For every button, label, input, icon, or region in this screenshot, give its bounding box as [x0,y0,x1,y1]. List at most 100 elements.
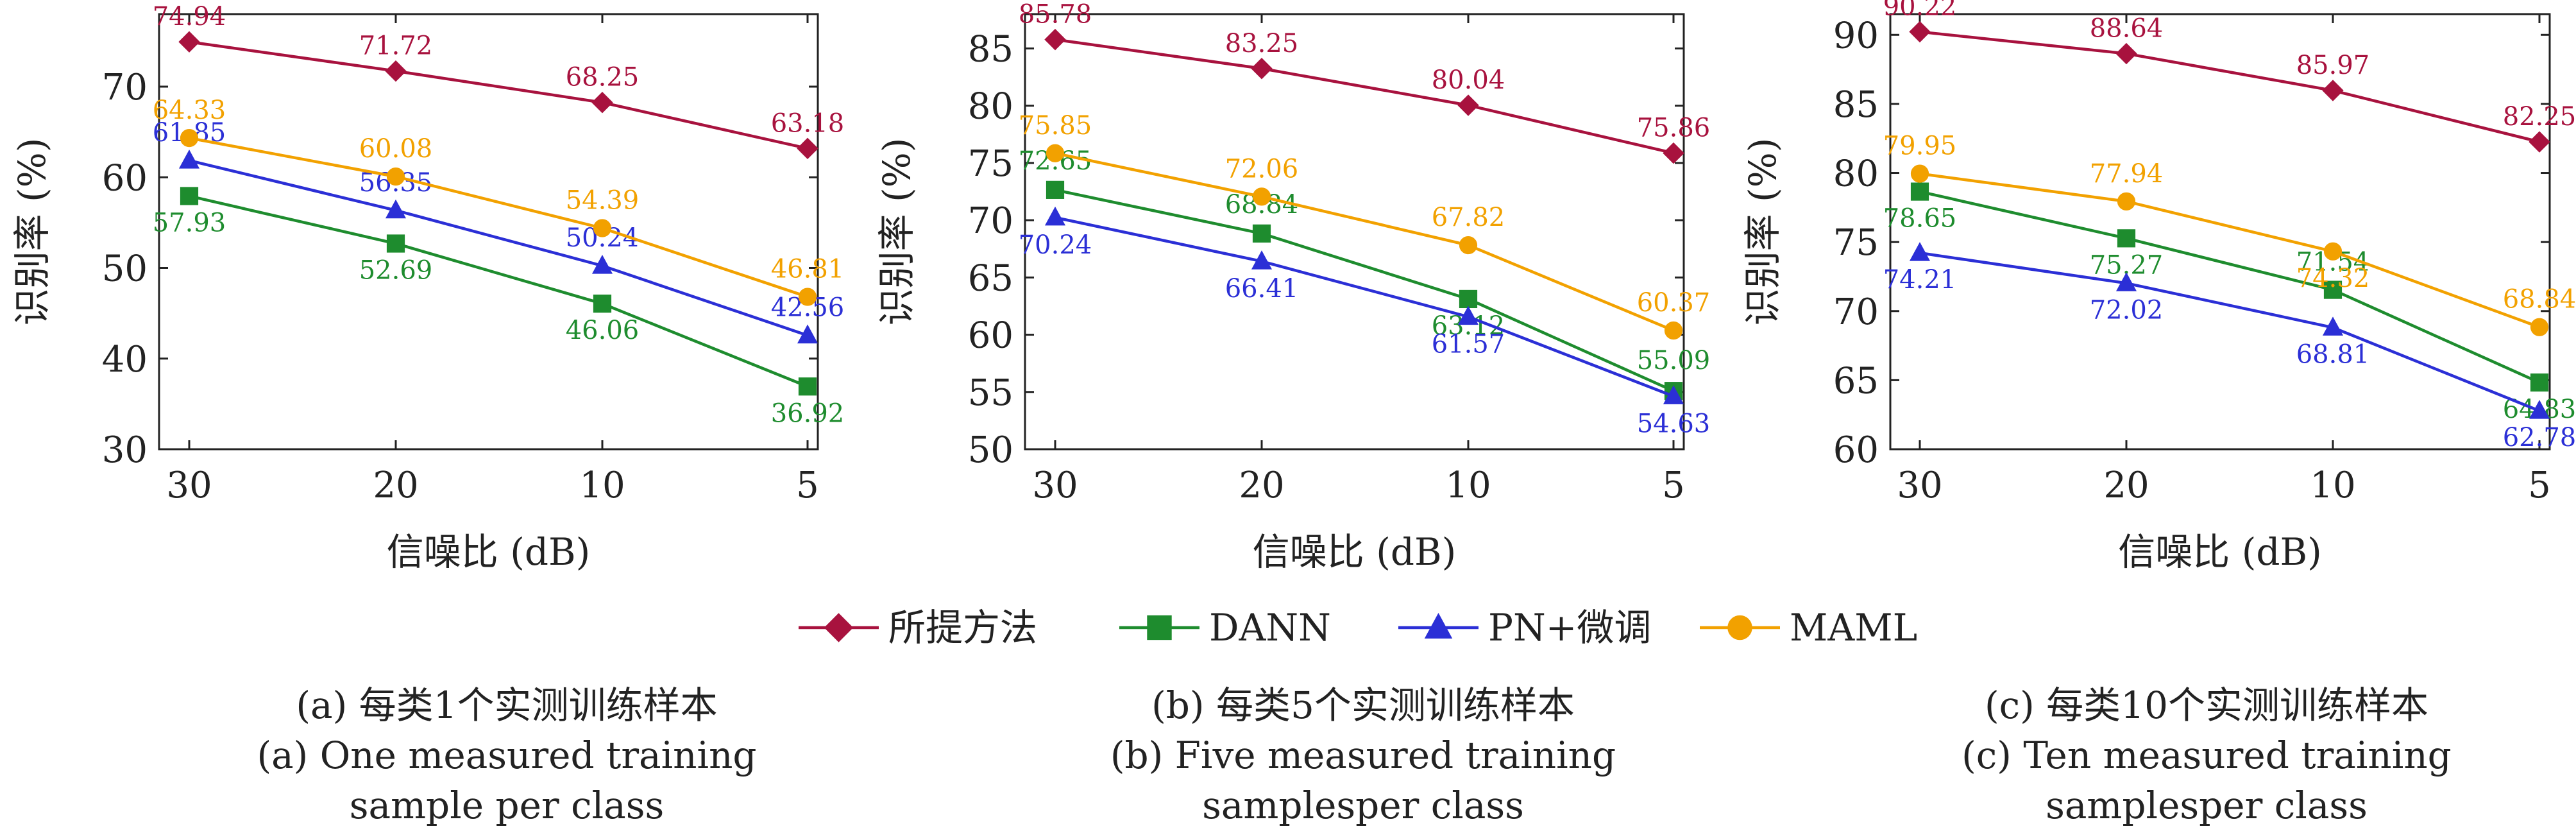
data-label: 68.81 [2296,339,2370,369]
data-label: 90.22 [1883,0,1957,22]
y-tick-label: 60 [102,157,148,199]
data-label: 64.33 [153,96,226,125]
series-1: 57.93 52.69 46.06 36.92 [153,187,845,428]
legend-marker [824,613,854,642]
caption-a-cn: (a) 每类1个实测训练样本 [296,683,718,727]
series-2: 70.24 66.41 61.57 54.63 [1019,206,1711,438]
series-line [189,194,808,388]
data-label: 70.24 [1019,230,1092,260]
series-3: 79.95 77.94 74.32 68.84 [1883,132,2576,336]
data-point [178,31,200,53]
data-label: 57.93 [153,208,226,237]
data-label: 36.92 [771,399,845,428]
series-line [1055,216,1674,398]
series-2: 74.21 72.02 68.81 62.78 [1883,242,2576,452]
data-point [1457,305,1479,325]
data-point [591,92,613,114]
caption-c-cn: (c) 每类10个实测训练样本 [1985,683,2428,727]
y-tick-label: 40 [102,339,148,381]
y-tick-label: 70 [968,200,1013,242]
series-0: 74.94 71.72 68.25 63.18 [153,2,845,160]
data-label: 75.85 [1019,111,1092,141]
x-tick-label: 5 [796,465,819,506]
data-label: 54.63 [1637,409,1711,438]
legend-label: MAML [1790,606,1917,649]
data-label: 63.18 [771,108,845,138]
data-label: 72.02 [2090,295,2164,325]
chart-panel-c: 60 65 70 75 80 85 90 30 20 10 5 信噪比 (dB) 识别率 (%) 90.2… [1741,0,2576,574]
data-point [2322,316,2344,336]
data-point [797,324,818,344]
data-point [180,128,199,148]
y-tick-label: 50 [102,248,148,290]
caption-c: (c) 每类10个实测训练样本 (c) Ten measured trainin… [1847,680,2566,830]
x-axis-title: 信噪比 (dB) [1253,530,1456,574]
data-point [385,60,407,82]
legend: 所提方法 DANN PN+微调 MAML [799,606,1917,649]
series-line [1055,188,1674,393]
data-label: 46.81 [771,255,845,284]
data-point [1663,142,1684,164]
x-tick-label: 30 [1032,465,1078,506]
data-label: 74.94 [153,2,226,31]
data-point [2530,373,2549,392]
x-axis-title: 信噪比 (dB) [387,530,590,574]
series-0: 90.22 88.64 85.97 82.25 [1883,0,2576,153]
caption-b-cn: (b) 每类5个实测训练样本 [1151,683,1575,727]
caption-b-en-1: (b) Five measured training [1110,734,1616,777]
data-point [2322,80,2344,101]
data-point [591,255,613,274]
caption-b: (b) 每类5个实测训练样本 (b) Five measured trainin… [978,680,1748,830]
series-line [1919,190,2540,384]
legend-marker [1727,615,1752,640]
data-point [2529,400,2550,419]
data-point [2529,131,2550,153]
data-point [1251,58,1273,80]
data-point [1909,242,1931,261]
data-point [2117,229,2136,248]
data-label: 75.86 [1637,114,1711,143]
data-label: 66.41 [1225,274,1299,304]
data-point [385,199,407,219]
y-tick-label: 65 [1833,360,1879,402]
x-tick-label: 30 [1897,465,1942,506]
data-label: 62.78 [2503,423,2576,452]
legend-item-1: DANN [1119,606,1331,649]
plot-frame [1024,13,1685,451]
y-axis-title: 识别率 (%) [875,138,919,326]
data-label: 71.72 [359,31,433,61]
data-point [180,187,199,205]
chart-panel-b: 50 55 60 65 70 75 80 85 30 20 10 5 信噪比 (dB) 识别率 (%) 85… [875,0,1710,574]
y-tick-label: 55 [968,372,1013,414]
x-tick-label: 20 [1239,465,1284,506]
series-line [1919,251,2540,413]
data-label: 52.69 [359,256,433,286]
legend-item-0: 所提方法 [799,606,1037,649]
series-line [1055,151,1674,332]
data-label: 78.65 [1883,204,1957,234]
legend-label: DANN [1209,606,1331,649]
chart-panel-a: 30 40 50 60 70 30 20 10 5 信噪比 (dB) 识别率 (%) 74.94 71.… [10,2,844,574]
legend-item-2: PN+微调 [1398,606,1651,649]
caption-c-en-2: samplesper class [2046,784,2368,827]
y-tick-label: 60 [1833,429,1879,471]
data-label: 88.64 [2090,14,2164,44]
series-line [1055,38,1674,155]
data-point [1251,250,1273,270]
data-label: 67.82 [1432,203,1505,232]
data-point [2115,272,2137,291]
y-tick-label: 30 [102,429,148,471]
data-label: 55.09 [1637,346,1711,375]
data-label: 46.06 [566,316,640,345]
data-label: 54.39 [566,185,640,215]
y-axis-title: 识别率 (%) [1741,138,1784,326]
data-point [1664,321,1683,340]
data-label: 85.78 [1019,0,1092,30]
caption-a: (a) 每类1个实测训练样本 (a) One measured training… [122,680,892,830]
x-tick-label: 10 [1445,465,1491,506]
series-line [189,40,808,150]
data-label: 82.25 [2503,102,2576,132]
data-label: 68.25 [566,63,640,92]
plot-frame [158,13,819,451]
data-point [386,234,405,253]
